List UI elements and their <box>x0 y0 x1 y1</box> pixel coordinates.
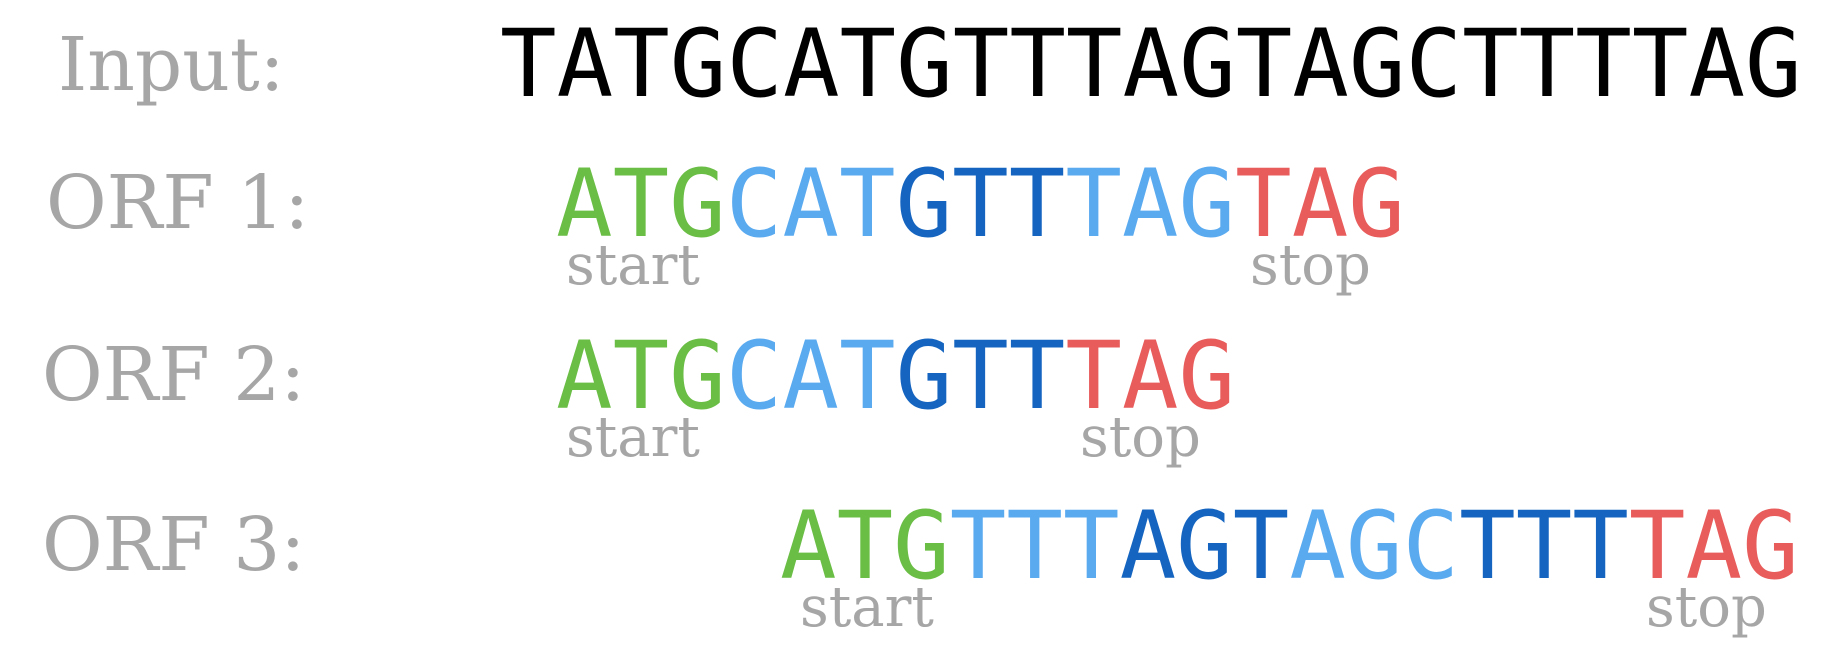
codon-stop: TAG <box>1628 492 1799 601</box>
orf2-label: ORF 2: <box>42 332 306 418</box>
codon-codon-a: AGC <box>1289 492 1460 601</box>
codon-stop: TAG <box>1235 150 1405 259</box>
input-sequence: TATGCATGTTTAGTAGCTTTTAG <box>500 10 1802 119</box>
codon-codon-b: GTT <box>895 322 1066 431</box>
orf3-stop-label: stop <box>1646 575 1767 640</box>
orf1-start-label: start <box>566 233 700 298</box>
codon-codon-a: TAG <box>1065 150 1236 259</box>
orf3-sequence: ATGTTTAGTAGCTTTTAG <box>780 500 1799 594</box>
codon-codon-a: CAT <box>725 322 896 431</box>
orf2-start-label: start <box>566 405 700 470</box>
orf2-stop-label: stop <box>1080 405 1201 470</box>
codon-start: ATG <box>556 322 726 431</box>
orf2-sequence: ATGCATGTTTAG <box>556 330 1235 424</box>
orf1-label: ORF 1: <box>46 160 310 246</box>
orf1-stop-label: stop <box>1250 233 1371 298</box>
orf3-start-label: start <box>800 575 934 640</box>
orf1-sequence: ATGCATGTTTAGTAG <box>556 158 1405 252</box>
codon-codon-a: TTT <box>949 492 1120 601</box>
codon-start: ATG <box>556 150 726 259</box>
input-label: Input: <box>58 22 285 108</box>
orf3-label: ORF 3: <box>42 502 306 588</box>
codon-start: ATG <box>780 492 950 601</box>
codon-stop: TAG <box>1065 322 1236 431</box>
codon-codon-a: CAT <box>725 150 896 259</box>
codon-codon-b: GTT <box>895 150 1066 259</box>
codon-codon-b: TTT <box>1459 492 1629 601</box>
codon-codon-b: AGT <box>1119 492 1290 601</box>
